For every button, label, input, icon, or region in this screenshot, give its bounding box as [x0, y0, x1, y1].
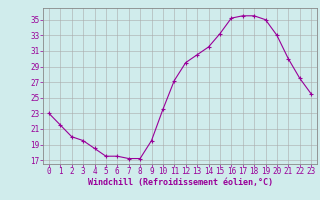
X-axis label: Windchill (Refroidissement éolien,°C): Windchill (Refroidissement éolien,°C): [87, 178, 273, 187]
